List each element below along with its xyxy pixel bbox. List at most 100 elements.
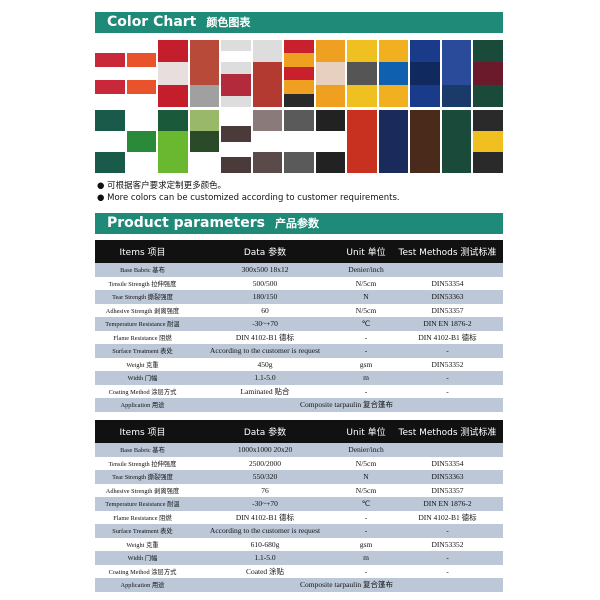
swatch bbox=[315, 110, 346, 173]
header-cell: Items 项目 bbox=[95, 420, 190, 443]
data-cell: 450g bbox=[257, 359, 273, 369]
stripe bbox=[95, 66, 125, 81]
stripe bbox=[315, 40, 346, 63]
swatch bbox=[221, 110, 251, 173]
item-cell: Tear Strength 撕裂强度 bbox=[95, 470, 190, 484]
data-cell: 1.1-5.0 bbox=[190, 371, 340, 385]
stripe bbox=[189, 40, 220, 63]
item-cell: Surface Treatment 表处 bbox=[95, 344, 190, 358]
method-cell bbox=[392, 263, 503, 277]
row: Adhesive Strength 剥离强度 60 N/5cm DIN53357 bbox=[95, 304, 503, 318]
stripe bbox=[221, 157, 251, 173]
stripe bbox=[95, 93, 125, 108]
stripe bbox=[221, 51, 251, 63]
header-cell: Test Methods 测试标准 bbox=[392, 240, 503, 263]
method-cell: DIN53357 bbox=[431, 485, 464, 495]
row: Weight 克重 450g gsm DIN53352 bbox=[95, 358, 503, 372]
stripe bbox=[315, 152, 346, 173]
swatch bbox=[347, 40, 377, 107]
stripe bbox=[126, 40, 157, 54]
swatch bbox=[221, 40, 251, 108]
stripe bbox=[347, 110, 377, 131]
data-cell: Composite tarpaulin 复合篷布 bbox=[190, 398, 503, 412]
stripe bbox=[158, 84, 188, 107]
unit-cell: N/5cm bbox=[355, 485, 377, 495]
stripe bbox=[221, 141, 251, 158]
swatch bbox=[473, 40, 503, 107]
stripe bbox=[284, 93, 314, 108]
unit-cell: - bbox=[364, 332, 368, 342]
data-cell: 60 bbox=[261, 305, 269, 315]
stripe bbox=[95, 80, 125, 94]
method-cell: DIN53363 bbox=[392, 290, 503, 304]
stripe bbox=[252, 131, 283, 152]
stripe bbox=[95, 110, 125, 131]
stripe bbox=[315, 110, 346, 131]
row: Flame Resistance 阻燃 DIN 4102-B1 德标 - DIN 41… bbox=[95, 331, 503, 345]
unit-cell: m bbox=[340, 371, 392, 385]
unit-cell: - bbox=[340, 524, 392, 538]
swatch bbox=[95, 110, 125, 173]
stripe bbox=[126, 131, 157, 152]
unit-cell: N/5cm bbox=[355, 305, 377, 315]
stripe bbox=[95, 131, 125, 152]
stripe bbox=[95, 152, 125, 173]
stripe bbox=[221, 84, 251, 96]
stripe bbox=[126, 66, 157, 81]
unit-cell: N/5cm bbox=[355, 458, 377, 468]
row: Weight 克重 610-680g gsm DIN53352 bbox=[95, 538, 503, 552]
stripe bbox=[473, 152, 503, 173]
stripe bbox=[221, 125, 251, 142]
row: Application 用途 Composite tarpaulin 复合篷布 bbox=[95, 398, 503, 412]
method-cell: - bbox=[392, 551, 503, 565]
stripe bbox=[378, 84, 409, 107]
item-cell: Base Babric 基布 bbox=[95, 443, 190, 457]
method-cell: - bbox=[446, 566, 449, 576]
item-cell: Application 用途 bbox=[95, 578, 190, 592]
data-cell: 1000x1000 20x20 bbox=[190, 443, 340, 457]
data-cell: -30~+70 bbox=[190, 317, 340, 331]
data-cell: 550/320 bbox=[190, 470, 340, 484]
stripe bbox=[347, 62, 377, 85]
color-chart-header: Color Chart 颜色图表 bbox=[95, 12, 503, 33]
item-cell: Weight 克重 bbox=[126, 361, 159, 369]
title-cn: 颜色图表 bbox=[206, 16, 251, 29]
row: Width 门幅 1.1-5.0 m - bbox=[95, 551, 503, 565]
swatch bbox=[189, 40, 220, 107]
row: Tear Strength 撕裂强度 180/150 N DIN53363 bbox=[95, 290, 503, 304]
note: ● More colors can be customized accordin… bbox=[97, 193, 400, 203]
row: Temperature Resistance 耐温 -30~+70 ℃ DIN EN … bbox=[95, 317, 503, 331]
stripe bbox=[158, 152, 188, 173]
stripe bbox=[441, 40, 472, 63]
swatch bbox=[95, 40, 125, 108]
stripe bbox=[441, 110, 472, 142]
swatch bbox=[441, 40, 472, 107]
note: ● 可根据客户要求定制更多颜色。 bbox=[97, 181, 227, 191]
stripe bbox=[158, 40, 188, 63]
method-cell: - bbox=[392, 344, 503, 358]
stripe bbox=[252, 62, 283, 85]
data-cell: Laminated 贴合 bbox=[240, 386, 290, 396]
stripe bbox=[284, 66, 314, 81]
header-row: Items 项目 Data 参数 Unit 单位 Test Methods 测试标准 bbox=[95, 420, 503, 443]
item-cell: Coating Method 涂层方式 bbox=[108, 388, 177, 396]
title: Color Chart bbox=[107, 14, 197, 30]
swatch-grid bbox=[95, 40, 503, 174]
title-cn: 产品参数 bbox=[274, 217, 319, 230]
stripe bbox=[284, 40, 314, 54]
header-cell: Test Methods 测试标准 bbox=[392, 420, 503, 443]
item-cell: Adhesive Strength 剥离强度 bbox=[105, 307, 180, 315]
stripe bbox=[347, 131, 377, 152]
item-cell: Base Babric 基布 bbox=[95, 263, 190, 277]
stripe bbox=[126, 152, 157, 173]
item-cell: Temperature Resistance 耐温 bbox=[95, 317, 190, 331]
row: Temperature Resistance 耐温 -30~+70 ℃ DIN EN … bbox=[95, 497, 503, 511]
stripe bbox=[473, 84, 503, 107]
stripe bbox=[378, 62, 409, 85]
data-cell: 76 bbox=[261, 485, 269, 495]
param-table: Items 项目 Data 参数 Unit 单位 Test Methods 测试标准 B… bbox=[95, 420, 503, 592]
data-cell: According to the customer is request bbox=[190, 344, 340, 358]
item-cell: Width 门幅 bbox=[95, 371, 190, 385]
stripe bbox=[126, 93, 157, 108]
